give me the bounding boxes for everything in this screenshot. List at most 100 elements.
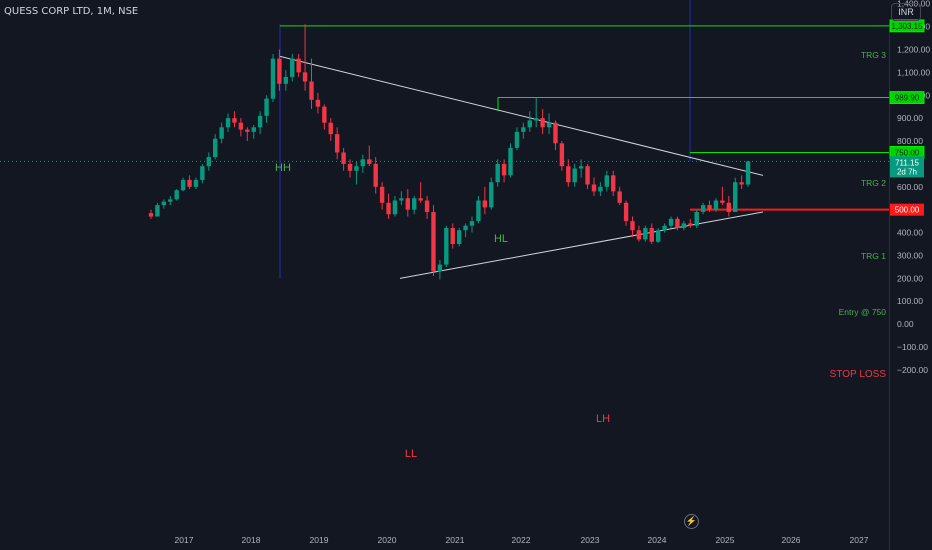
y-tick-label: −200.00 xyxy=(897,365,928,375)
candle-body xyxy=(444,227,449,265)
candle-body xyxy=(476,200,481,222)
candle-body xyxy=(232,118,237,123)
y-tick-label: 300.00 xyxy=(897,250,923,260)
x-tick-label: 2025 xyxy=(716,535,735,545)
x-tick-label: 2017 xyxy=(175,535,194,545)
candle-body xyxy=(668,218,674,226)
candle-body xyxy=(206,157,211,167)
price-level-tag xyxy=(889,19,925,33)
candle-body xyxy=(655,230,661,242)
candle-body xyxy=(354,166,359,171)
y-tick-label: 100.00 xyxy=(897,296,923,306)
price-level-tag xyxy=(889,91,925,104)
candle-body xyxy=(688,223,693,226)
candle-body xyxy=(501,163,507,176)
candle-body xyxy=(623,202,629,222)
candle-body xyxy=(450,227,455,245)
x-tick-label: 2019 xyxy=(310,535,329,545)
candle-body xyxy=(219,127,224,139)
candle-body xyxy=(341,152,346,164)
price-level-tag-text: 750.00 xyxy=(895,148,920,157)
candle-body xyxy=(546,122,552,128)
candle-body xyxy=(559,143,565,167)
candle-body xyxy=(290,58,295,77)
candle-body xyxy=(527,120,532,128)
candle-body xyxy=(412,198,417,210)
last-price-value: 711.15 xyxy=(895,158,919,167)
candle-body xyxy=(675,218,680,228)
candle-body xyxy=(245,129,250,132)
candle-body xyxy=(694,211,699,226)
candle-body xyxy=(572,168,577,183)
candle-body xyxy=(482,200,488,208)
candle-body xyxy=(578,166,584,169)
currency-button[interactable]: INR xyxy=(891,3,921,21)
candle-body xyxy=(180,179,186,191)
candle-body xyxy=(161,201,167,206)
y-tick-label: 400.00 xyxy=(897,228,923,238)
candle-body xyxy=(302,72,308,82)
x-tick-label: 2024 xyxy=(648,535,667,545)
x-tick-label: 2026 xyxy=(782,535,801,545)
candle-body xyxy=(540,118,545,128)
candle-body xyxy=(739,182,744,185)
candle-body xyxy=(649,227,654,242)
candle-body xyxy=(598,186,603,192)
candle-body xyxy=(700,205,706,212)
candle-body xyxy=(347,163,353,171)
candle-body xyxy=(399,198,404,201)
y-tick-label: 1,400.00 xyxy=(897,0,930,9)
candle-body xyxy=(636,230,642,240)
candle-body xyxy=(213,138,218,158)
last-price-countdown: 2d 7h xyxy=(897,167,917,176)
price-level-tag xyxy=(890,203,924,216)
y-tick-label: −100.00 xyxy=(897,342,928,352)
candle-body xyxy=(193,179,199,187)
annotation-label: LL xyxy=(405,448,417,460)
candle-body xyxy=(456,230,462,245)
candle-body xyxy=(534,118,539,121)
ascending-trendline xyxy=(399,211,764,279)
x-tick-label: 2023 xyxy=(581,535,600,545)
candle-body xyxy=(431,211,436,272)
candle-body xyxy=(521,127,526,132)
candle-body xyxy=(591,184,597,192)
annotation-label: TRG 3 xyxy=(861,50,886,60)
y-tick-label: 200.00 xyxy=(897,273,923,283)
candle-body xyxy=(283,76,289,84)
candle-body xyxy=(617,191,622,203)
candle-body xyxy=(713,200,719,210)
annotation-label: TRG 1 xyxy=(861,251,886,261)
candle-body xyxy=(373,163,378,187)
candle-body xyxy=(508,147,513,176)
candle-body xyxy=(225,118,231,128)
annotation-label: STOP LOSS xyxy=(830,369,887,380)
candle-body xyxy=(322,106,327,123)
price-level-tag-text: 500.00 xyxy=(895,206,920,215)
annotation-label: LH xyxy=(596,413,610,425)
candle-body xyxy=(720,200,725,203)
price-level-tag-text: 989.90 xyxy=(895,94,920,103)
lightning-icon[interactable]: ⚡ xyxy=(684,514,699,529)
candle-body xyxy=(296,58,301,73)
descending-trendline xyxy=(279,55,764,176)
candle-body xyxy=(200,166,205,180)
annotation-label: HL xyxy=(494,233,508,245)
candle-body xyxy=(630,221,635,231)
candle-body xyxy=(726,202,731,212)
candle-body xyxy=(469,221,475,226)
x-tick-label: 2027 xyxy=(850,535,869,545)
candle-body xyxy=(662,225,667,231)
candle-body xyxy=(745,161,751,185)
candle-body xyxy=(489,182,494,208)
candle-body xyxy=(611,175,616,192)
candle-body xyxy=(155,205,160,217)
x-tick-label: 2020 xyxy=(378,535,397,545)
candle-body xyxy=(270,58,276,99)
candle-body xyxy=(553,122,558,144)
y-tick-label: 600.00 xyxy=(897,182,923,192)
candle-body xyxy=(463,225,468,231)
candle-body xyxy=(418,198,423,201)
candle-body xyxy=(733,182,738,212)
